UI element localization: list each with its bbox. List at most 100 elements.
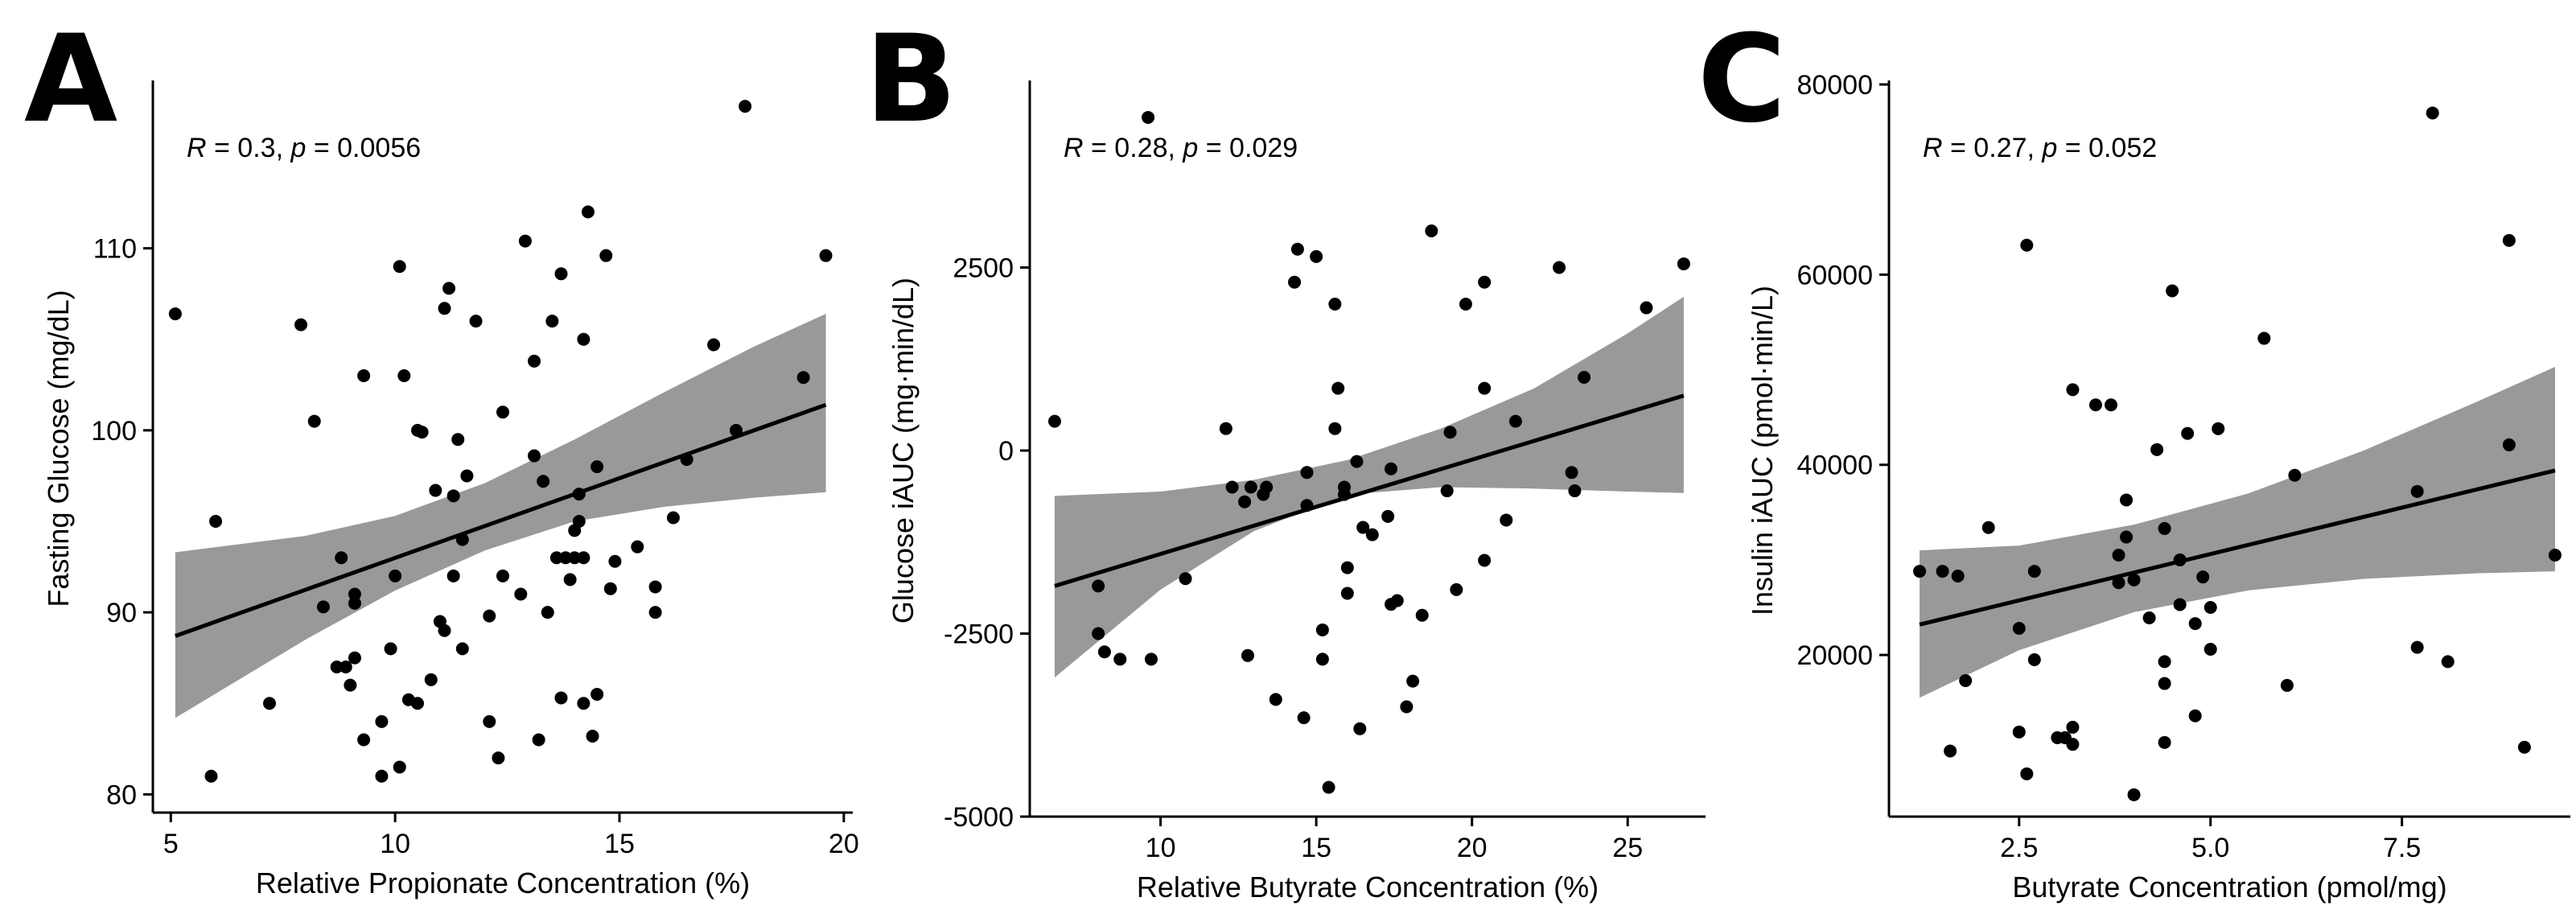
data-point xyxy=(2158,677,2171,690)
data-point xyxy=(2204,601,2217,614)
data-point xyxy=(1340,587,1354,600)
stat-symbol: p xyxy=(290,133,306,163)
y-tick-label: 80000 xyxy=(1796,70,1873,101)
data-point xyxy=(1936,565,1949,578)
y-tick-label: 90 xyxy=(106,598,137,628)
data-point xyxy=(1300,466,1314,480)
data-point xyxy=(603,582,617,595)
data-point xyxy=(537,475,550,488)
data-point xyxy=(375,714,389,728)
data-point xyxy=(1322,780,1335,794)
data-point xyxy=(1241,648,1254,662)
stat-symbol: p xyxy=(2041,133,2057,163)
x-tick-label: 5.0 xyxy=(2191,833,2229,863)
regression-line xyxy=(175,402,827,638)
stat-value: = 0.029 xyxy=(1198,133,1298,163)
data-point xyxy=(460,469,474,483)
data-point xyxy=(2020,767,2034,780)
y-tick-label: 0 xyxy=(998,436,1014,467)
data-point xyxy=(1478,554,1492,567)
stat-value: = 0.27, xyxy=(1943,133,2043,163)
data-point xyxy=(1290,242,1304,256)
data-point xyxy=(2502,233,2516,247)
y-tick-label: 2500 xyxy=(953,253,1014,284)
data-point xyxy=(397,369,411,382)
data-point xyxy=(541,606,554,619)
data-point xyxy=(263,697,276,710)
data-point xyxy=(2150,442,2164,456)
data-point xyxy=(348,587,361,601)
data-point xyxy=(796,371,810,385)
regression-line xyxy=(1919,468,2556,627)
data-point xyxy=(2212,422,2225,435)
data-point xyxy=(528,449,541,463)
data-point xyxy=(411,697,425,710)
x-tick-label: 2.5 xyxy=(2000,833,2038,863)
data-point xyxy=(335,551,348,565)
stat-symbol: R xyxy=(187,133,207,163)
data-point xyxy=(1269,693,1282,706)
data-point xyxy=(393,260,406,274)
data-point xyxy=(2188,617,2202,631)
x-tick-label: 10 xyxy=(380,829,410,859)
data-point xyxy=(1677,257,1690,270)
data-point xyxy=(2127,573,2141,587)
data-point xyxy=(294,318,308,331)
data-point xyxy=(2426,106,2439,120)
data-point xyxy=(599,249,613,262)
data-point xyxy=(577,332,591,346)
data-point xyxy=(1381,509,1395,523)
data-point xyxy=(666,511,680,525)
data-point xyxy=(384,642,397,656)
data-point xyxy=(2027,565,2041,578)
data-point xyxy=(2142,611,2156,624)
data-point xyxy=(1340,561,1354,574)
data-point xyxy=(1113,652,1127,666)
panel-letter: B xyxy=(865,10,957,150)
data-point xyxy=(1365,528,1379,541)
data-point xyxy=(168,307,182,321)
data-point xyxy=(1553,261,1566,274)
data-point xyxy=(357,369,371,382)
data-point xyxy=(1951,570,1965,582)
data-point xyxy=(209,515,223,528)
data-point xyxy=(2066,720,2080,734)
data-point xyxy=(532,733,545,747)
data-point xyxy=(1092,627,1105,640)
data-point xyxy=(1478,381,1492,395)
data-point xyxy=(2280,678,2294,692)
data-point xyxy=(307,414,321,428)
panel-letter: C xyxy=(1697,10,1786,150)
data-point xyxy=(2410,640,2424,654)
data-point xyxy=(518,234,532,248)
x-tick-label: 10 xyxy=(1146,833,1176,863)
x-tick-label: 25 xyxy=(1612,833,1643,863)
data-point xyxy=(1328,298,1342,311)
data-point xyxy=(496,405,509,419)
data-point xyxy=(739,100,752,113)
data-point xyxy=(446,569,460,582)
data-point xyxy=(1092,579,1105,593)
data-point xyxy=(2120,530,2134,544)
data-point xyxy=(2066,738,2080,751)
data-point xyxy=(545,315,559,328)
data-point xyxy=(1288,275,1302,289)
y-tick-label: -5000 xyxy=(944,802,1014,833)
data-point xyxy=(455,642,469,656)
data-point xyxy=(389,569,402,582)
data-point xyxy=(2112,576,2125,590)
data-point xyxy=(330,661,344,673)
data-point xyxy=(1578,371,1591,384)
data-point xyxy=(357,733,371,747)
data-point xyxy=(1315,623,1329,636)
data-point xyxy=(1440,484,1454,498)
stats-annotation: R = 0.3, p = 0.0056 xyxy=(187,133,421,163)
data-point xyxy=(1260,480,1274,494)
data-point xyxy=(563,573,577,587)
data-point xyxy=(1225,480,1239,494)
data-point xyxy=(2088,398,2102,412)
y-tick-label: -2500 xyxy=(944,619,1014,650)
data-point xyxy=(339,661,352,673)
data-point xyxy=(591,460,604,474)
